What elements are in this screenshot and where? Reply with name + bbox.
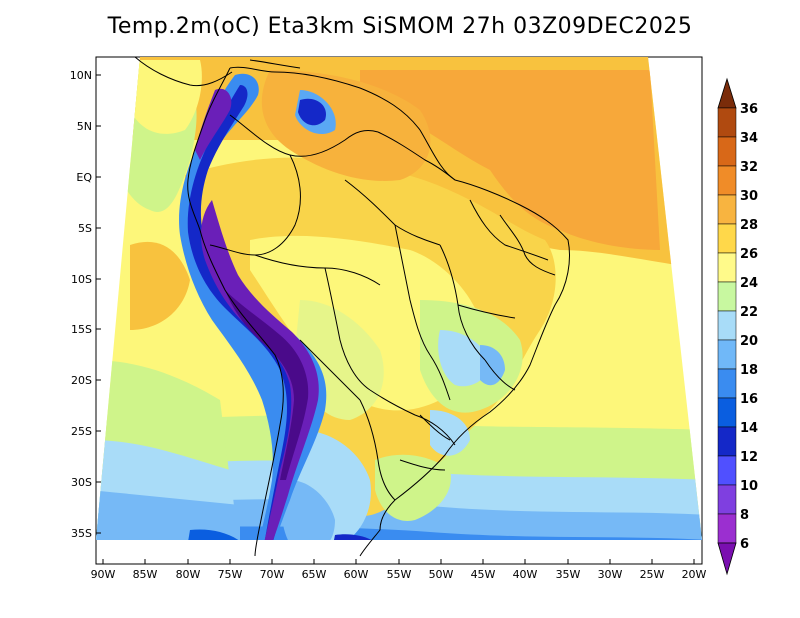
lat-tick-20s: 20S — [71, 374, 101, 387]
colorbar-label-6: 6 — [740, 537, 749, 552]
colorbar-swatch-34-36 — [717, 107, 737, 138]
colorbar-label-34: 34 — [740, 131, 758, 146]
lat-label-30s: 30S — [71, 476, 92, 489]
colorbar-label-14: 14 — [740, 421, 758, 436]
colorbar-label-26: 26 — [740, 247, 758, 262]
lon-tick-70w: 70W — [260, 559, 285, 581]
lat-tick-eq: EQ — [76, 171, 101, 184]
colorbar-label-8: 8 — [740, 508, 749, 523]
lon-label-55w: 55W — [387, 568, 412, 581]
colorbar-label-12: 12 — [740, 450, 758, 465]
boundaries — [134, 56, 570, 557]
lat-label-10n: 10N — [70, 69, 92, 82]
lat-label-5n: 5N — [77, 120, 92, 133]
colorbar-label-16: 16 — [740, 392, 758, 407]
lat-label-35s: 35S — [71, 527, 92, 540]
lon-tick-90w: 90W — [91, 559, 116, 581]
lon-label-90w: 90W — [91, 568, 116, 581]
lon-label-50w: 50W — [429, 568, 454, 581]
lat-label-10s: 10S — [71, 273, 92, 286]
colorbar-label-22: 22 — [740, 305, 758, 320]
lon-tick-25w: 25W — [640, 559, 665, 581]
colorbar-label-20: 20 — [740, 334, 758, 349]
lon-label-25w: 25W — [640, 568, 665, 581]
lon-tick-50w: 50W — [429, 559, 454, 581]
lon-label-80w: 80W — [176, 568, 201, 581]
lat-label-5s: 5S — [78, 222, 92, 235]
lon-label-45w: 45W — [471, 568, 496, 581]
colorbar-label-24: 24 — [740, 276, 758, 291]
lat-tick-10n: 10N — [70, 69, 101, 82]
lon-tick-85w: 85W — [133, 559, 158, 581]
lat-tick-25s: 25S — [71, 425, 101, 438]
colorbar-swatch-20-22 — [717, 310, 737, 341]
colorbar: 36 34 32 30 28 26 24 22 20 18 16 14 12 1… — [717, 77, 758, 576]
lat-tick-10s: 10S — [71, 273, 101, 286]
colorbar-swatch-12-14 — [717, 426, 737, 457]
lon-tick-45w: 45W — [471, 559, 496, 581]
lon-label-85w: 85W — [133, 568, 158, 581]
lon-label-40w: 40W — [513, 568, 538, 581]
lon-label-75w: 75W — [218, 568, 243, 581]
colorbar-label-18: 18 — [740, 363, 758, 378]
lon-tick-35w: 35W — [556, 559, 581, 581]
lat-label-eq: EQ — [76, 171, 92, 184]
colorbar-swatch-28-30 — [717, 194, 737, 225]
lon-label-20w: 20W — [682, 568, 707, 581]
lon-tick-55w: 55W — [387, 559, 412, 581]
lon-label-60w: 60W — [344, 568, 369, 581]
colorbar-swatch-30-32 — [717, 165, 737, 196]
colorbar-swatch-26-28 — [717, 223, 737, 254]
colorbar-swatch-24-26 — [717, 252, 737, 283]
lon-tick-60w: 60W — [344, 559, 369, 581]
colorbar-label-30: 30 — [740, 189, 758, 204]
lat-label-20s: 20S — [71, 374, 92, 387]
lon-label-30w: 30W — [598, 568, 623, 581]
lon-label-70w: 70W — [260, 568, 285, 581]
colorbar-swatch-14-16 — [717, 397, 737, 428]
colorbar-swatch-10-12 — [717, 455, 737, 486]
latitude-axis: 10N 5N EQ 5S 10S 15S 20S 25S 30S 35S — [70, 69, 101, 540]
lat-label-15s: 15S — [71, 323, 92, 336]
colorbar-label-10: 10 — [740, 479, 758, 494]
colorbar-swatch-16-18 — [717, 368, 737, 399]
lat-tick-15s: 15S — [71, 323, 101, 336]
colorbar-label-32: 32 — [740, 160, 758, 175]
colorbar-swatch-22-24 — [717, 281, 737, 312]
map-title: Temp.2m(oC) Eta3km SiSMOM 27h 03Z09DEC20… — [107, 14, 693, 39]
colorbar-arrow-top — [717, 77, 737, 109]
colorbar-swatch-6-8 — [717, 513, 737, 544]
lon-label-35w: 35W — [556, 568, 581, 581]
temperature-field — [96, 57, 702, 540]
lon-label-65w: 65W — [302, 568, 327, 581]
lon-tick-40w: 40W — [513, 559, 538, 581]
lat-tick-35s: 35S — [71, 527, 101, 540]
lon-tick-65w: 65W — [302, 559, 327, 581]
colorbar-swatch-8-10 — [717, 484, 737, 515]
lat-tick-30s: 30S — [71, 476, 101, 489]
colorbar-arrow-bottom — [717, 542, 737, 576]
lon-tick-20w: 20W — [682, 559, 707, 581]
lat-tick-5n: 5N — [77, 120, 101, 133]
lat-tick-5s: 5S — [78, 222, 101, 235]
longitude-axis: 90W 85W 80W 75W 70W 65W 60W 55W 50W 45W … — [91, 559, 707, 581]
colorbar-swatch-18-20 — [717, 339, 737, 370]
lon-tick-75w: 75W — [218, 559, 243, 581]
colorbar-label-36: 36 — [740, 102, 758, 117]
lat-label-25s: 25S — [71, 425, 92, 438]
colorbar-swatch-32-34 — [717, 136, 737, 167]
lon-tick-80w: 80W — [176, 559, 201, 581]
lon-tick-30w: 30W — [598, 559, 623, 581]
colorbar-label-28: 28 — [740, 218, 758, 233]
